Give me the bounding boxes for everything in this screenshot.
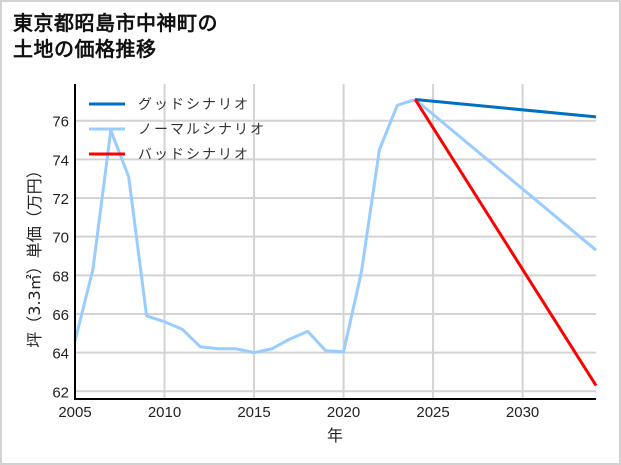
axes bbox=[74, 84, 596, 400]
x-tick-label: 2015 bbox=[237, 404, 270, 421]
x-tick-label: 2030 bbox=[506, 404, 539, 421]
legend-label: ノーマルシナリオ bbox=[138, 122, 266, 138]
title-line-1: 東京都昭島市中神町の bbox=[13, 11, 218, 35]
x-tick-label: 2025 bbox=[416, 404, 449, 421]
y-tick-label: 68 bbox=[52, 268, 69, 285]
series-lines bbox=[73, 98, 598, 387]
y-axis-label: 坪（3.3㎡）単価（万円） bbox=[25, 162, 44, 347]
x-axis-label: 年 bbox=[327, 426, 343, 445]
y-tick-label: 74 bbox=[52, 152, 69, 169]
x-tick-label: 2005 bbox=[58, 404, 91, 421]
legend-label: バッドシナリオ bbox=[138, 147, 250, 163]
x-tick-label: 2010 bbox=[148, 404, 181, 421]
series-line-0 bbox=[415, 98, 597, 119]
title-line-2: 土地の価格推移 bbox=[13, 37, 157, 61]
y-tick-label: 66 bbox=[52, 307, 69, 324]
y-tick-label: 64 bbox=[52, 346, 69, 363]
y-tick-label: 76 bbox=[52, 114, 69, 131]
y-tick-label: 70 bbox=[52, 230, 69, 247]
series-line-2 bbox=[413, 98, 598, 387]
tick-labels: 62 64 66 68 70 72 74 76 2005 2010 2015 2020 2025 2030 bbox=[52, 114, 539, 421]
x-tick-label: 2020 bbox=[327, 404, 360, 421]
y-tick-label: 72 bbox=[52, 191, 69, 208]
chart-title: 東京都昭島市中神町の 土地の価格推移 bbox=[13, 10, 218, 62]
legend-label: グッドシナリオ bbox=[138, 97, 250, 113]
gridlines bbox=[74, 84, 596, 399]
y-tick-label: 62 bbox=[52, 384, 69, 401]
series-line-1 bbox=[73, 98, 597, 355]
